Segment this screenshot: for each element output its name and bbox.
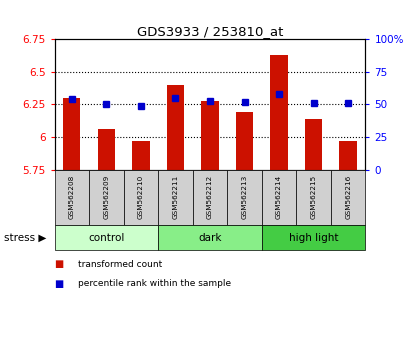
Text: GSM562214: GSM562214 <box>276 175 282 219</box>
Title: GDS3933 / 253810_at: GDS3933 / 253810_at <box>137 25 283 38</box>
Text: GSM562213: GSM562213 <box>241 175 247 219</box>
Bar <box>167 85 184 170</box>
Text: transformed count: transformed count <box>78 260 162 269</box>
Bar <box>132 141 150 170</box>
Text: dark: dark <box>198 233 222 242</box>
Text: ■: ■ <box>55 279 64 289</box>
Bar <box>270 55 288 170</box>
Bar <box>201 101 219 170</box>
Text: stress ▶: stress ▶ <box>4 233 47 242</box>
Text: GSM562216: GSM562216 <box>345 175 351 219</box>
Bar <box>63 98 81 170</box>
Text: GSM562208: GSM562208 <box>69 175 75 219</box>
Text: GSM562209: GSM562209 <box>103 175 109 219</box>
Bar <box>236 112 253 170</box>
Text: GSM562211: GSM562211 <box>173 175 178 219</box>
Bar <box>98 129 115 170</box>
Text: GSM562210: GSM562210 <box>138 175 144 219</box>
Text: control: control <box>88 233 125 242</box>
Text: GSM562215: GSM562215 <box>311 175 317 219</box>
Text: GSM562212: GSM562212 <box>207 175 213 219</box>
Text: ■: ■ <box>55 259 64 269</box>
Text: percentile rank within the sample: percentile rank within the sample <box>78 279 231 289</box>
Text: high light: high light <box>289 233 339 242</box>
Bar <box>305 119 322 170</box>
Bar <box>339 141 357 170</box>
